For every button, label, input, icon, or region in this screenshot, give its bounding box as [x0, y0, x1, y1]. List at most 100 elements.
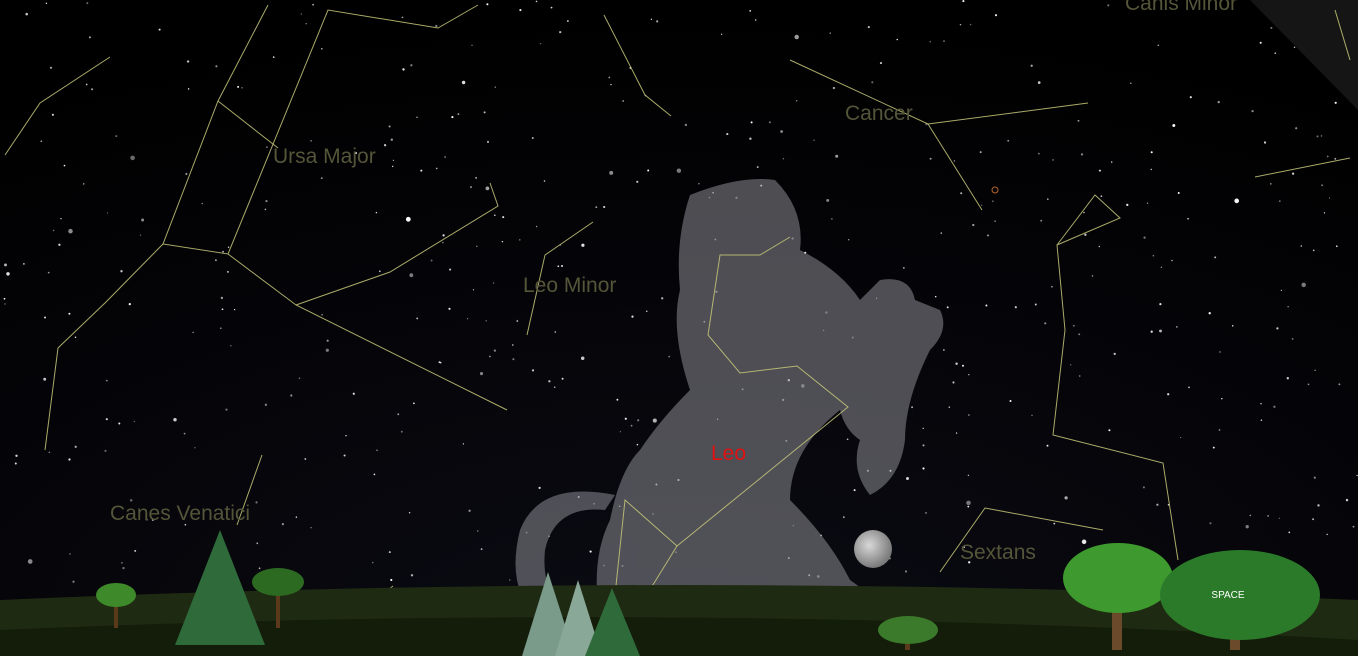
- star: [442, 234, 444, 236]
- star: [966, 501, 971, 506]
- star: [581, 357, 585, 361]
- star: [477, 530, 479, 532]
- star: [516, 320, 518, 322]
- star: [509, 579, 510, 580]
- star: [1314, 477, 1316, 479]
- star: [536, 226, 538, 228]
- star: [1079, 375, 1081, 377]
- star: [44, 317, 46, 319]
- star: [4, 263, 7, 266]
- star: [1232, 325, 1233, 326]
- star: [449, 269, 451, 271]
- star: [1053, 523, 1055, 525]
- star: [1321, 184, 1323, 186]
- star: [1288, 532, 1290, 534]
- star: [134, 421, 135, 422]
- star: [1070, 364, 1071, 365]
- star: [943, 40, 944, 41]
- constellation-label[interactable]: Canes Venatici: [110, 502, 250, 525]
- star: [265, 404, 267, 406]
- star: [668, 356, 670, 358]
- star: [631, 316, 633, 318]
- constellation-label[interactable]: Sextans: [960, 541, 1036, 564]
- star: [1321, 135, 1323, 137]
- star: [1287, 377, 1289, 379]
- star: [72, 581, 74, 583]
- star: [1038, 153, 1040, 155]
- star: [389, 125, 391, 127]
- star: [237, 86, 239, 88]
- star: [1180, 437, 1181, 438]
- star: [1312, 518, 1314, 520]
- star: [1172, 124, 1175, 127]
- star: [463, 443, 464, 444]
- star: [481, 548, 483, 550]
- star: [994, 220, 995, 221]
- star: [1316, 135, 1318, 137]
- star: [616, 399, 618, 401]
- star: [486, 187, 490, 191]
- star: [1151, 151, 1153, 153]
- star: [1287, 306, 1288, 307]
- star: [1015, 306, 1017, 308]
- star: [259, 567, 261, 569]
- star: [1101, 195, 1103, 197]
- star: [813, 140, 814, 141]
- constellation-label[interactable]: Leo: [711, 442, 746, 465]
- star: [494, 349, 496, 351]
- constellation-label[interactable]: Canis Minor: [1125, 0, 1237, 15]
- constellation-label[interactable]: Ursa Major: [273, 145, 376, 168]
- star: [1159, 330, 1162, 333]
- constellation-label[interactable]: Leo Minor: [523, 274, 616, 297]
- star: [1329, 197, 1330, 198]
- star: [64, 165, 66, 167]
- page: Canis Minor Cancer Ursa Major Leo Minor …: [0, 0, 1358, 656]
- star: [906, 477, 909, 480]
- star: [83, 183, 85, 185]
- star: [1273, 406, 1275, 408]
- star: [1130, 83, 1132, 85]
- star: [1213, 447, 1215, 449]
- star: [1260, 42, 1262, 44]
- star: [75, 336, 77, 338]
- star: [1052, 159, 1054, 161]
- star: [1150, 169, 1152, 171]
- star: [532, 369, 534, 371]
- star: [661, 297, 663, 299]
- star: [1334, 158, 1336, 160]
- star: [544, 180, 546, 182]
- star: [220, 327, 222, 329]
- star: [960, 192, 962, 194]
- star: [344, 454, 346, 456]
- star: [305, 23, 307, 25]
- star: [1031, 65, 1033, 67]
- moon[interactable]: [854, 530, 892, 568]
- star: [321, 48, 323, 50]
- star: [431, 260, 433, 262]
- star: [502, 241, 504, 243]
- star: [985, 305, 987, 307]
- star: [1099, 170, 1101, 172]
- star: [551, 7, 553, 9]
- star: [923, 428, 924, 429]
- star: [1099, 246, 1101, 248]
- star: [1031, 415, 1033, 417]
- star: [631, 425, 633, 427]
- star: [391, 139, 393, 141]
- constellation-label[interactable]: Cancer: [845, 102, 913, 125]
- star: [130, 156, 135, 161]
- star: [1264, 141, 1266, 143]
- star: [954, 160, 956, 162]
- star: [1279, 518, 1280, 519]
- star: [532, 137, 534, 139]
- star: [188, 88, 190, 90]
- star: [390, 579, 392, 581]
- star: [256, 542, 258, 544]
- star: [653, 419, 657, 423]
- star: [1274, 52, 1276, 54]
- star: [1336, 245, 1338, 247]
- star: [462, 81, 465, 84]
- star: [255, 501, 257, 503]
- star: [830, 33, 831, 34]
- star: [656, 20, 658, 22]
